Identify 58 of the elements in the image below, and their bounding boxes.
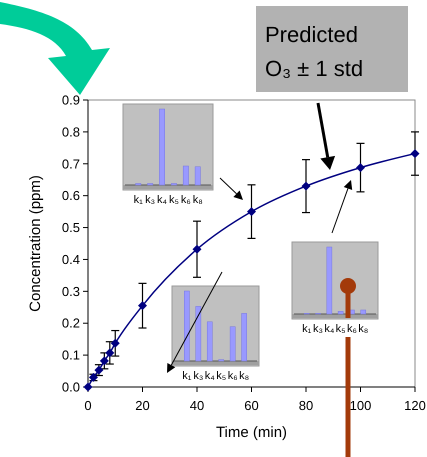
bar <box>182 166 189 186</box>
point <box>110 338 120 348</box>
text: Predicted O₃ ± 1 std <box>265 22 364 81</box>
x-tick-label: k₆ <box>228 370 238 382</box>
x-tick-label: k₈ <box>192 194 203 206</box>
point <box>105 348 114 358</box>
y-tick-label: 0.1 <box>62 348 80 363</box>
x-tick-label: 80 <box>298 398 314 413</box>
x-tick-label: k₈ <box>239 370 250 382</box>
y-tick-label: 0.9 <box>62 92 80 108</box>
y-tick-label: 0.7 <box>62 156 80 172</box>
y-tick-label: 0.6 <box>62 188 80 204</box>
bar <box>184 290 190 362</box>
x-tick-label: k₁ <box>302 323 312 335</box>
x-tick-label: k₁ <box>182 370 192 382</box>
x-tick-label: k₃ <box>145 194 156 206</box>
x-tick-label: k₅ <box>168 194 179 206</box>
point <box>410 149 420 158</box>
y-tick-label: 0.4 <box>62 252 80 267</box>
point <box>138 301 147 310</box>
bar <box>194 166 201 186</box>
x-tick-label: k₆ <box>346 323 357 335</box>
bar <box>159 108 165 186</box>
x-tick-label: k₅ <box>216 370 226 382</box>
bar <box>326 246 332 314</box>
bar <box>360 310 366 314</box>
x-tick-label: 60 <box>244 398 259 413</box>
point <box>100 356 109 366</box>
x-tick-label: 100 <box>350 398 372 413</box>
y-tick-label: 0.8 <box>62 124 80 140</box>
bar <box>241 313 247 362</box>
x-axis-title: Time (min) <box>216 424 288 441</box>
point <box>192 244 202 254</box>
y-tick-label: 0.3 <box>62 284 80 299</box>
y-tick-label: 0.5 <box>62 220 80 236</box>
y-tick-label: 0.0 <box>62 380 80 394</box>
x-tick-label: 120 <box>404 398 426 413</box>
bar <box>206 322 213 362</box>
y-tick-label: 0.2 <box>62 316 80 331</box>
x-tick-label: k₄ <box>324 323 335 335</box>
bar <box>196 306 202 362</box>
bar <box>338 311 344 314</box>
x-tick-label: k₄ <box>204 370 216 382</box>
x-tick-label: k₆ <box>180 194 191 206</box>
x-tick-label: k₄ <box>157 194 168 206</box>
x-tick-label: k₅ <box>336 323 346 335</box>
point <box>356 163 365 172</box>
y-axis-title: Concentration (ppm) <box>27 175 44 312</box>
x-tick-label: k₈ <box>358 323 368 335</box>
bar <box>230 326 236 362</box>
x-tick-label: 40 <box>190 398 204 413</box>
x-tick-label: 20 <box>135 398 150 413</box>
x-tick-label: k₃ <box>193 370 204 382</box>
x-tick-label: 0 <box>84 398 92 413</box>
x-tick-label: k₁ <box>134 194 144 206</box>
point <box>247 207 256 216</box>
point <box>302 182 310 191</box>
x-tick-label: k₃ <box>313 323 324 335</box>
